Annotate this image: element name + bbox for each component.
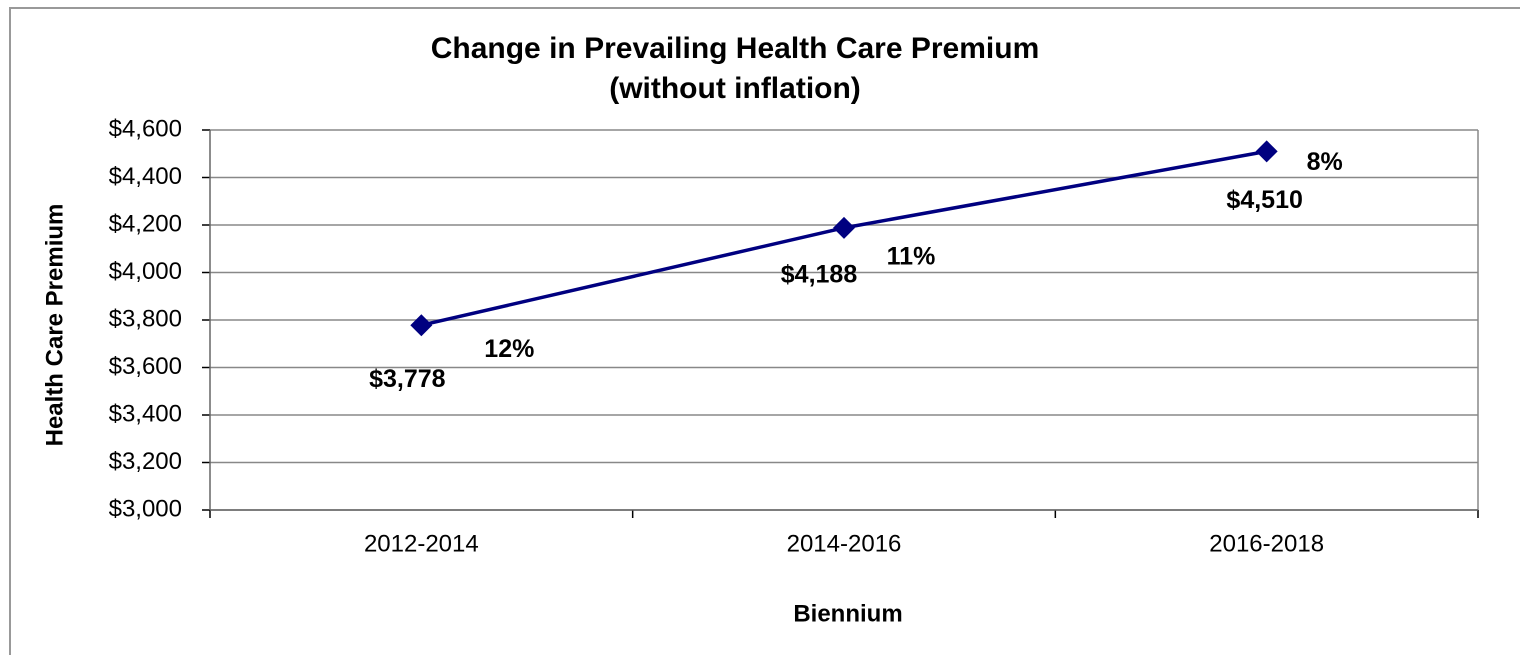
x-tick-label: 2016-2018 [1209,530,1324,557]
annotation: 11% [887,242,936,270]
data-point [833,216,855,239]
y-axis-label: Health Care Premium [41,204,68,447]
x-axis-label: Biennium [793,600,902,627]
chart-subtitle: (without inflation) [609,72,861,105]
data-label: $4,188 [781,260,858,288]
chart-title: Change in Prevailing Health Care Premium [431,32,1040,65]
data-label: $3,778 [369,365,446,393]
x-tick-label: 2012-2014 [364,530,479,557]
data-point [1255,140,1278,163]
y-tick-label: $3,800 [109,305,182,332]
y-tick-label: $4,000 [109,258,182,285]
y-tick-label: $4,600 [109,115,182,142]
x-tick-label: 2014-2016 [787,530,902,557]
chart-frame [9,7,1520,655]
y-tick-label: $4,200 [109,210,182,237]
annotation: 8% [1307,148,1343,176]
y-tick-label: $3,200 [109,448,182,475]
y-tick-label: $3,400 [109,400,182,427]
y-tick-label: $3,000 [109,495,182,522]
y-tick-label: $3,600 [109,353,182,380]
data-label: $4,510 [1226,186,1302,214]
annotation: 12% [484,335,534,363]
data-point [410,314,433,337]
y-tick-label: $4,400 [109,163,182,190]
